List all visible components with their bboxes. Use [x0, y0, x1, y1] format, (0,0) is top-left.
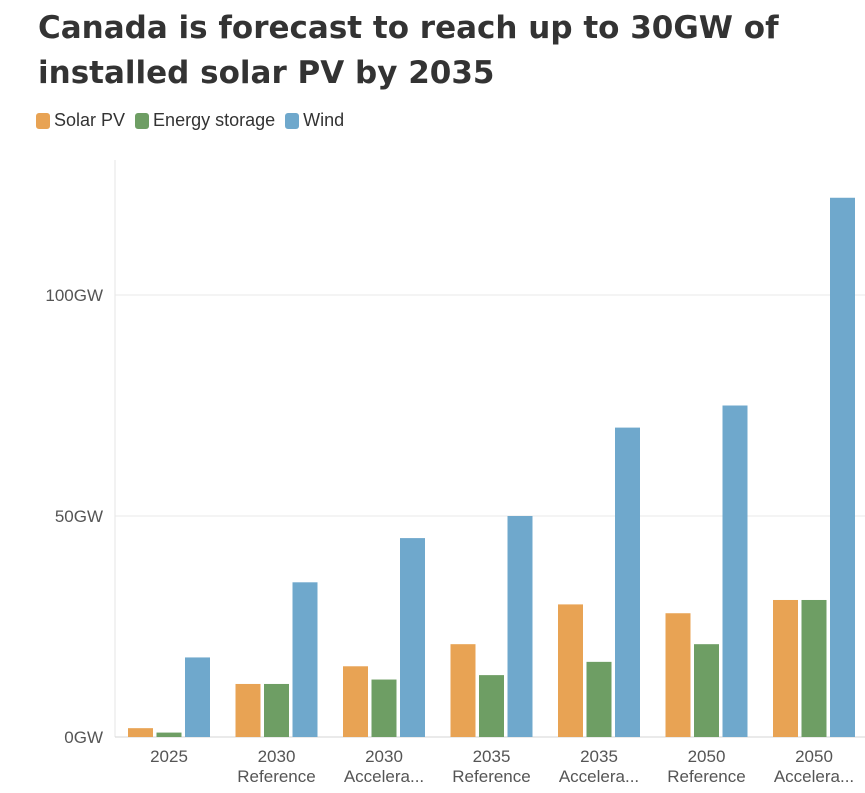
- legend-label-energy-storage: Energy storage: [153, 110, 276, 130]
- legend-item-solar-pv[interactable]: Solar PV: [36, 110, 125, 131]
- bar-solar-pv[interactable]: [128, 728, 153, 737]
- bar-solar-pv[interactable]: [450, 644, 476, 737]
- legend-swatch-energy-storage: [135, 112, 150, 129]
- bar-wind[interactable]: [185, 657, 210, 737]
- x-tick-label: Reference: [452, 767, 530, 786]
- chart-title: Canada is forecast to reach up to 30GW o…: [38, 10, 779, 91]
- x-tick-label: 2050: [795, 747, 833, 766]
- bar-wind[interactable]: [615, 427, 640, 737]
- bar-wind[interactable]: [507, 516, 533, 737]
- x-tick-label: 2035: [580, 747, 618, 766]
- x-tick-label: Accelera...: [344, 767, 424, 786]
- x-tick-label: Reference: [237, 767, 315, 786]
- x-tick-label: Reference: [667, 767, 745, 786]
- x-tick-label: 2050: [688, 747, 726, 766]
- x-tick-label: 2030: [258, 747, 296, 766]
- legend-swatch-wind: [285, 112, 300, 129]
- bar-wind[interactable]: [400, 538, 425, 737]
- y-tick-label: 100GW: [45, 286, 103, 305]
- bar-solar-pv[interactable]: [773, 599, 798, 737]
- bar-wind[interactable]: [292, 582, 318, 737]
- y-tick-label: 0GW: [64, 728, 103, 747]
- legend-item-energy-storage[interactable]: Energy storage: [135, 110, 275, 131]
- x-tick-label: Accelera...: [774, 767, 854, 786]
- bar-solar-pv[interactable]: [665, 613, 691, 737]
- bar-wind[interactable]: [830, 197, 855, 737]
- bar-energy-storage[interactable]: [694, 644, 719, 737]
- legend-label-solar-pv: Solar PV: [54, 110, 126, 130]
- x-tick-label: 2025: [150, 747, 188, 766]
- x-tick-label: 2030: [365, 747, 403, 766]
- bar-energy-storage[interactable]: [479, 675, 504, 737]
- legend-item-wind[interactable]: Wind: [285, 110, 344, 131]
- bar-energy-storage[interactable]: [586, 661, 612, 737]
- bar-solar-pv[interactable]: [235, 683, 261, 737]
- x-tick-label: 2035: [473, 747, 511, 766]
- bar-solar-pv[interactable]: [343, 666, 368, 737]
- bar-energy-storage[interactable]: [156, 732, 182, 737]
- legend: Solar PV Energy storage Wind: [36, 110, 354, 131]
- bar-energy-storage[interactable]: [264, 683, 289, 737]
- bar-energy-storage[interactable]: [371, 679, 397, 737]
- y-tick-label: 50GW: [55, 507, 103, 526]
- bar-energy-storage[interactable]: [801, 599, 827, 737]
- legend-swatch-solar-pv: [36, 112, 50, 129]
- legend-label-wind: Wind: [303, 110, 345, 130]
- x-tick-label: Accelera...: [559, 767, 639, 786]
- bar-solar-pv[interactable]: [558, 604, 583, 737]
- bar-wind[interactable]: [722, 405, 748, 738]
